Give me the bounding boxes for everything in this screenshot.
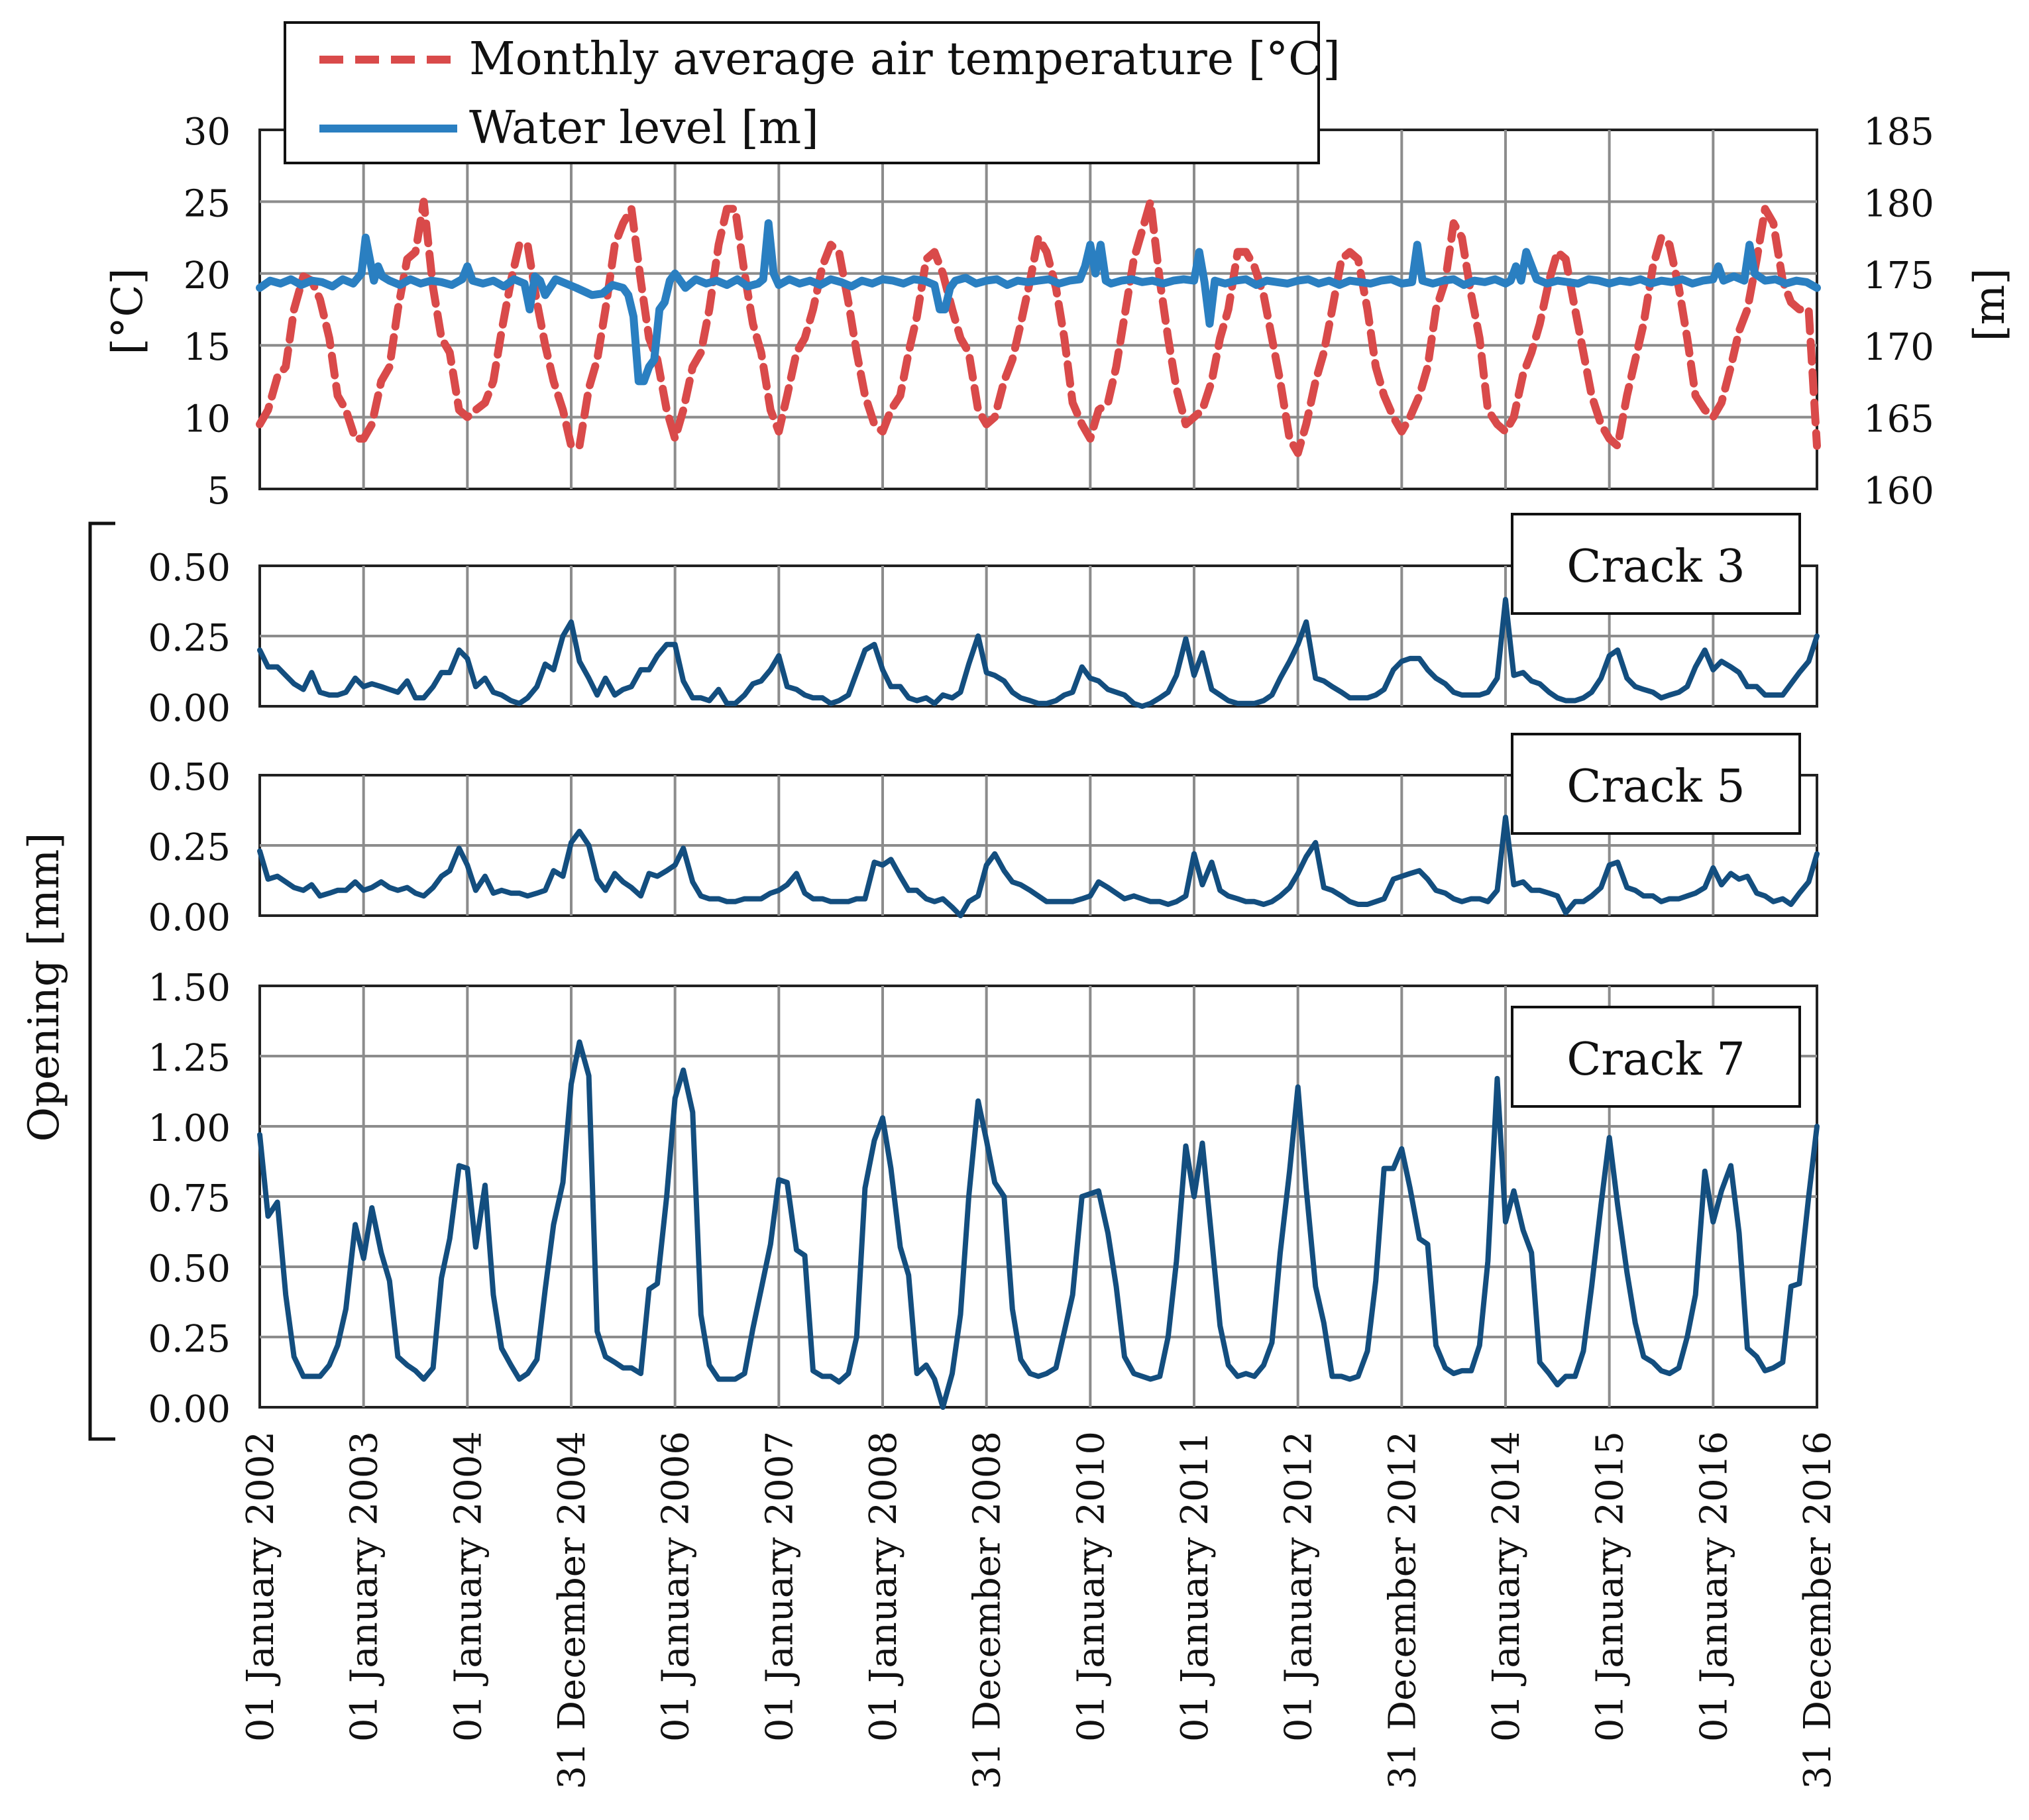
- x-tick-label: 01 January 2016: [1692, 1431, 1735, 1742]
- y-tick-label: 0.50: [148, 547, 231, 590]
- y-tick-label: 20: [184, 254, 231, 297]
- x-tick-label: 31 December 2012: [1381, 1431, 1424, 1790]
- y-axis-label-temperature: [°C]: [103, 268, 152, 355]
- crack5-title: Crack 5: [1566, 761, 1745, 813]
- legend-box: [284, 21, 1320, 164]
- x-tick-label: 01 January 2007: [758, 1431, 801, 1742]
- crack7-label-box: [1511, 1006, 1801, 1108]
- x-tick-label: 31 December 2008: [966, 1431, 1009, 1790]
- crack-opening-line: [257, 814, 1820, 918]
- y-tick-label: 15: [184, 326, 231, 369]
- x-tick-label: 01 January 2006: [655, 1431, 698, 1742]
- x-tick-label: 31 December 2004: [551, 1431, 594, 1790]
- x-tick-label: 01 January 2002: [239, 1431, 282, 1742]
- y-tick-label: 0.50: [148, 756, 231, 799]
- y2-tick-label: 185: [1863, 111, 1934, 154]
- x-tick-label: 01 January 2012: [1278, 1431, 1321, 1742]
- legend-water-label: Water level [m]: [469, 102, 819, 154]
- temperature-plot-frame: [258, 129, 1818, 490]
- x-tick-label: 01 January 2015: [1589, 1431, 1632, 1742]
- x-tick-label: 01 January 2008: [862, 1431, 905, 1742]
- y-tick-label: 5: [207, 470, 231, 513]
- crack7-title: Crack 7: [1566, 1034, 1745, 1086]
- y2-tick-label: 180: [1863, 182, 1934, 225]
- y-tick-label: 0.50: [148, 1248, 231, 1291]
- x-tick-label: 01 January 2014: [1485, 1431, 1528, 1742]
- y-tick-label: 0.25: [148, 826, 231, 869]
- y2-tick-label: 160: [1863, 470, 1934, 513]
- y2-tick-label: 165: [1863, 398, 1934, 441]
- crack5-label-box: [1511, 733, 1801, 835]
- x-tick-label: 01 January 2003: [343, 1431, 386, 1742]
- x-tick-label: 31 December 2016: [1796, 1431, 1839, 1790]
- temperature-line: [256, 197, 1821, 457]
- legend: Monthly average air temperature [°C] Wat…: [284, 21, 1341, 164]
- crack-opening-line: [257, 1039, 1820, 1410]
- y-tick-label: 0.25: [148, 617, 231, 660]
- y-axis-label-opening: Opening [mm]: [20, 833, 69, 1142]
- y2-tick-label: 170: [1863, 326, 1934, 369]
- opening-bracket: [88, 521, 115, 1441]
- y2-axis-label-water: [m]: [1965, 268, 2014, 342]
- water-level-line: [256, 219, 1821, 386]
- y-tick-label: 1.50: [148, 967, 231, 1010]
- legend-temperature-label: Monthly average air temperature [°C]: [469, 33, 1341, 85]
- crack7-label: Crack 7: [1511, 1006, 1801, 1108]
- y2-tick-label: 175: [1863, 254, 1934, 297]
- crack-opening-line: [257, 596, 1820, 709]
- crack3-title: Crack 3: [1566, 541, 1745, 593]
- y-tick-label: 0.75: [148, 1177, 231, 1220]
- crack3-label-box: [1511, 513, 1801, 615]
- y-tick-label: 1.25: [148, 1037, 231, 1080]
- y-tick-label: 0.00: [148, 896, 231, 939]
- y-tick-label: 0.00: [148, 1388, 231, 1431]
- crack5-label: Crack 5: [1511, 733, 1801, 835]
- y-tick-label: 0.25: [148, 1318, 231, 1361]
- y-tick-label: 10: [184, 398, 231, 441]
- crack3-label: Crack 3: [1511, 513, 1801, 615]
- y-tick-label: 0.00: [148, 687, 231, 730]
- x-tick-label: 01 January 2004: [447, 1431, 490, 1742]
- x-tick-label: 01 January 2011: [1174, 1431, 1217, 1742]
- tick-labels: 30 25 20 15 10 5 185 180 175 170 165 160 0.50 0.25 0.0…: [148, 111, 1934, 1790]
- data-series: [256, 197, 1821, 1410]
- y-tick-label: 1.00: [148, 1107, 231, 1150]
- x-tick-label: 01 January 2010: [1069, 1431, 1113, 1742]
- y-tick-label: 30: [184, 111, 231, 154]
- y-tick-label: 25: [184, 182, 231, 225]
